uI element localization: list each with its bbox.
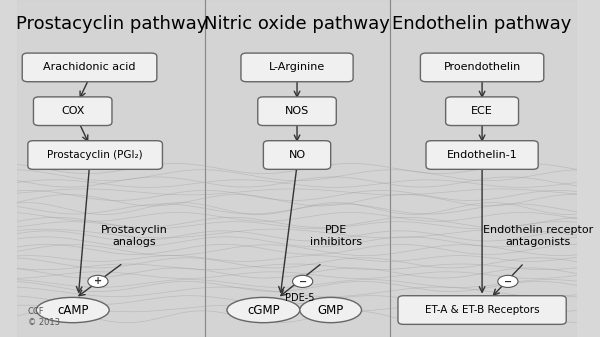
Text: GMP: GMP	[317, 304, 344, 316]
Text: −: −	[299, 276, 307, 286]
FancyBboxPatch shape	[398, 296, 566, 324]
Text: Endothelin receptor
antagonists: Endothelin receptor antagonists	[483, 225, 593, 247]
Circle shape	[88, 275, 108, 287]
Text: Prostacyclin pathway: Prostacyclin pathway	[16, 14, 208, 33]
Bar	[205, 0, 389, 337]
Text: L-Arginine: L-Arginine	[269, 62, 325, 72]
Ellipse shape	[300, 298, 362, 323]
Text: PDE
inhibitors: PDE inhibitors	[310, 225, 362, 247]
Text: NO: NO	[289, 150, 305, 160]
Text: Proendothelin: Proendothelin	[443, 62, 521, 72]
Text: Nitric oxide pathway: Nitric oxide pathway	[204, 14, 390, 33]
Text: CCF
© 2013: CCF © 2013	[28, 307, 60, 327]
Ellipse shape	[36, 298, 109, 323]
Text: −: −	[504, 276, 512, 286]
FancyBboxPatch shape	[446, 97, 518, 125]
FancyBboxPatch shape	[258, 97, 336, 125]
Circle shape	[498, 275, 518, 287]
Text: cGMP: cGMP	[247, 304, 280, 316]
Text: COX: COX	[61, 106, 85, 116]
Text: Endothelin-1: Endothelin-1	[447, 150, 517, 160]
FancyBboxPatch shape	[22, 53, 157, 82]
Text: ECE: ECE	[471, 106, 493, 116]
Bar	[17, 0, 205, 337]
FancyBboxPatch shape	[263, 141, 331, 169]
Bar	[389, 0, 577, 337]
Text: ET-A & ET-B Receptors: ET-A & ET-B Receptors	[425, 305, 539, 315]
Text: Prostacyclin (PGI₂): Prostacyclin (PGI₂)	[47, 150, 143, 160]
Ellipse shape	[227, 298, 300, 323]
Text: Prostacyclin
analogs: Prostacyclin analogs	[101, 225, 168, 247]
Text: +: +	[94, 276, 102, 286]
FancyBboxPatch shape	[34, 97, 112, 125]
FancyBboxPatch shape	[28, 141, 163, 169]
Text: cAMP: cAMP	[57, 304, 88, 316]
Circle shape	[293, 275, 313, 287]
Text: PDE-5: PDE-5	[285, 293, 314, 303]
FancyBboxPatch shape	[421, 53, 544, 82]
Text: Arachidonic acid: Arachidonic acid	[43, 62, 136, 72]
Text: NOS: NOS	[285, 106, 309, 116]
FancyBboxPatch shape	[241, 53, 353, 82]
Text: Endothelin pathway: Endothelin pathway	[392, 14, 572, 33]
FancyBboxPatch shape	[426, 141, 538, 169]
